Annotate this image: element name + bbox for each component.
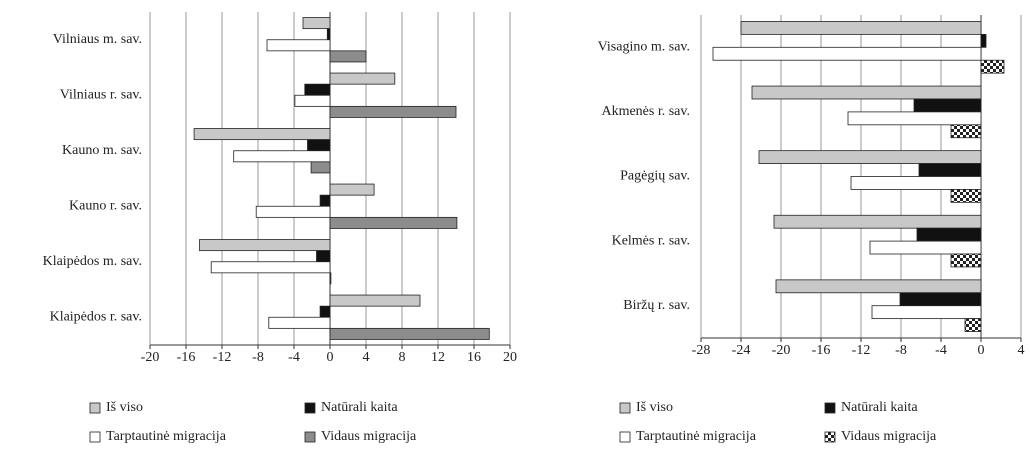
bar	[329, 294, 421, 307]
category-label: Kauno r. sav.	[69, 198, 142, 213]
x-tick-label: 8	[399, 350, 406, 365]
x-tick-label: 0	[978, 343, 985, 358]
category-label: Pagėgių sav.	[620, 169, 690, 184]
bar	[329, 50, 367, 63]
legend-swatch	[619, 402, 631, 414]
legend-label: Natūrali kaita	[841, 400, 918, 415]
bar	[773, 214, 982, 229]
legend-swatch	[824, 431, 836, 443]
category-label: Kelmės r. sav.	[612, 233, 690, 248]
bar	[329, 216, 458, 229]
x-tick-label: -8	[895, 343, 907, 358]
legend-swatch	[89, 431, 101, 443]
bar	[871, 305, 982, 320]
bar	[319, 194, 331, 207]
bar	[319, 305, 331, 318]
bar	[302, 17, 331, 30]
x-tick-label: 4	[363, 350, 370, 365]
bar	[316, 250, 331, 263]
bar	[775, 279, 982, 294]
category-label: Klaipėdos m. sav.	[43, 254, 142, 269]
legend-swatch	[304, 431, 316, 443]
bar	[950, 124, 982, 139]
x-tick-label: 20	[503, 350, 517, 365]
legend-label: Iš viso	[106, 400, 143, 415]
x-tick-label: -24	[732, 343, 751, 358]
legend-swatch	[304, 402, 316, 414]
bar	[751, 85, 982, 100]
bar	[193, 128, 331, 141]
bar	[964, 318, 982, 332]
bar	[980, 33, 987, 48]
bar	[329, 105, 457, 118]
x-tick-label: -4	[935, 343, 947, 358]
x-tick-label: -4	[288, 350, 300, 365]
bar	[294, 94, 331, 107]
bar	[847, 111, 982, 126]
category-label: Akmenės r. sav.	[601, 104, 690, 119]
bar	[255, 205, 331, 218]
legend-label: Natūrali kaita	[321, 400, 398, 415]
bar	[210, 261, 331, 274]
bar	[869, 240, 982, 255]
x-tick-label: -12	[852, 343, 871, 358]
x-tick-label: -28	[692, 343, 711, 358]
x-tick-label: 4	[1018, 343, 1025, 358]
legend-label: Tarptautinė migracija	[106, 429, 227, 444]
bar	[758, 150, 982, 164]
bar	[980, 59, 1005, 74]
bar	[899, 292, 982, 307]
x-tick-label: -12	[213, 350, 232, 365]
bar	[329, 183, 375, 196]
legend-label: Iš viso	[636, 400, 673, 415]
category-label: Klaipėdos r. sav.	[50, 309, 142, 324]
bar	[307, 139, 331, 152]
legend-swatch	[89, 402, 101, 414]
x-tick-label: -16	[812, 343, 831, 358]
legend-label: Tarptautinė migracija	[636, 429, 757, 444]
bar	[268, 316, 331, 329]
bar	[913, 98, 982, 113]
x-tick-label: 16	[467, 350, 481, 365]
bar	[850, 176, 982, 190]
category-label: Vilniaus r. sav.	[60, 87, 142, 102]
x-tick-label: -20	[772, 343, 791, 358]
category-label: Vilniaus m. sav.	[53, 32, 142, 47]
x-tick-label: -16	[177, 350, 196, 365]
bar	[199, 239, 331, 252]
legend-swatch	[824, 402, 836, 414]
bar	[950, 189, 982, 203]
bar	[310, 161, 331, 174]
category-label: Kauno m. sav.	[62, 143, 142, 158]
bar	[950, 253, 982, 268]
x-tick-label: -20	[141, 350, 160, 365]
x-tick-label: -8	[252, 350, 264, 365]
bar	[916, 227, 982, 242]
legend-label: Vidaus migracija	[841, 429, 937, 444]
bar	[740, 21, 982, 35]
bar	[326, 28, 331, 41]
bar	[266, 39, 331, 52]
legend-label: Vidaus migracija	[321, 429, 417, 444]
bar	[233, 150, 331, 163]
category-label: Visagino m. sav.	[598, 40, 690, 55]
bar	[329, 72, 396, 85]
category-label: Biržų r. sav.	[623, 298, 690, 313]
bar	[304, 83, 331, 96]
legend-swatch	[619, 431, 631, 443]
bar	[918, 163, 982, 177]
x-tick-label: 12	[431, 350, 445, 365]
x-tick-label: 0	[327, 350, 334, 365]
bar	[329, 327, 490, 340]
bar	[712, 46, 982, 61]
bar	[329, 272, 332, 285]
